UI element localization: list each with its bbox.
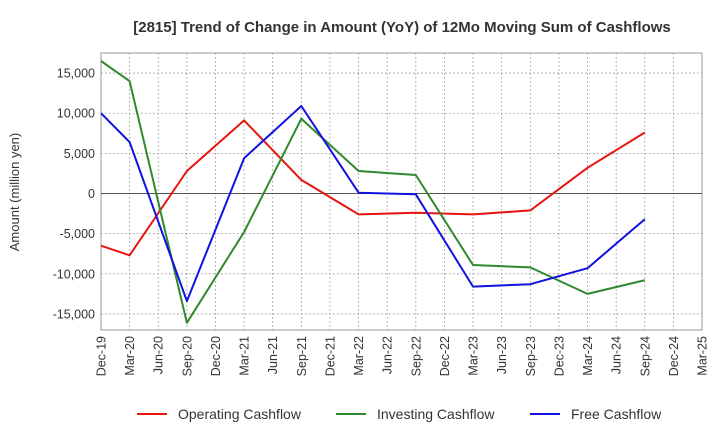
y-tick-label: -5,000 (60, 227, 95, 241)
x-tick-label: Mar-25 (696, 336, 710, 376)
y-tick-label: 5,000 (64, 147, 95, 161)
x-tick-label: Sep-24 (638, 336, 652, 376)
series-line-investing-cashflow (100, 60, 646, 324)
x-tick-label: Sep-20 (180, 336, 194, 376)
x-tick-label: Mar-21 (238, 336, 252, 376)
x-tick-label: Jun-23 (495, 336, 509, 374)
x-tick-label: Sep-22 (409, 336, 423, 376)
y-tick-label: 0 (88, 187, 95, 201)
x-tick-label: Mar-23 (467, 336, 481, 376)
plot-area: -15,000 -10,000 -5,000 0 5,000 10,000 15,000 De… (53, 52, 710, 376)
x-tick-label: Dec-19 (95, 336, 109, 376)
y-axis-label: Amount (million yen) (7, 133, 22, 252)
chart-title: [2815] Trend of Change in Amount (YoY) o… (133, 19, 671, 36)
x-tick-label: Sep-21 (295, 336, 309, 376)
x-tick-label: Dec-23 (552, 336, 566, 376)
y-tick-label: 10,000 (57, 107, 95, 121)
x-tick-label: Jun-20 (152, 336, 166, 374)
x-tick-label: Mar-20 (123, 336, 137, 376)
x-tick-label: Dec-22 (438, 336, 452, 376)
x-tick-label: Mar-22 (352, 336, 366, 376)
series-line-free-cashflow (100, 105, 646, 303)
legend-label: Investing Cashflow (377, 406, 495, 422)
legend-label: Operating Cashflow (178, 406, 302, 422)
x-tick-label: Sep-23 (524, 336, 538, 376)
x-tick-label: Dec-21 (323, 336, 337, 376)
legend: Operating Cashflow Investing Cashflow Free… (137, 406, 662, 422)
x-tick-label: Dec-20 (209, 336, 223, 376)
y-tick-label: 15,000 (57, 67, 95, 81)
legend-label: Free Cashflow (571, 406, 662, 422)
plot-frame (100, 52, 703, 331)
x-tick-label: Mar-24 (581, 336, 595, 376)
x-tick-label: Dec-24 (667, 336, 681, 376)
x-tick-label: Jun-22 (381, 336, 395, 374)
y-tick-label: -10,000 (53, 267, 95, 281)
y-tick-label: -15,000 (53, 307, 95, 321)
x-tick-label: Jun-24 (610, 336, 624, 374)
series-line-operating-cashflow (100, 119, 646, 257)
x-tick-label: Jun-21 (266, 336, 280, 374)
